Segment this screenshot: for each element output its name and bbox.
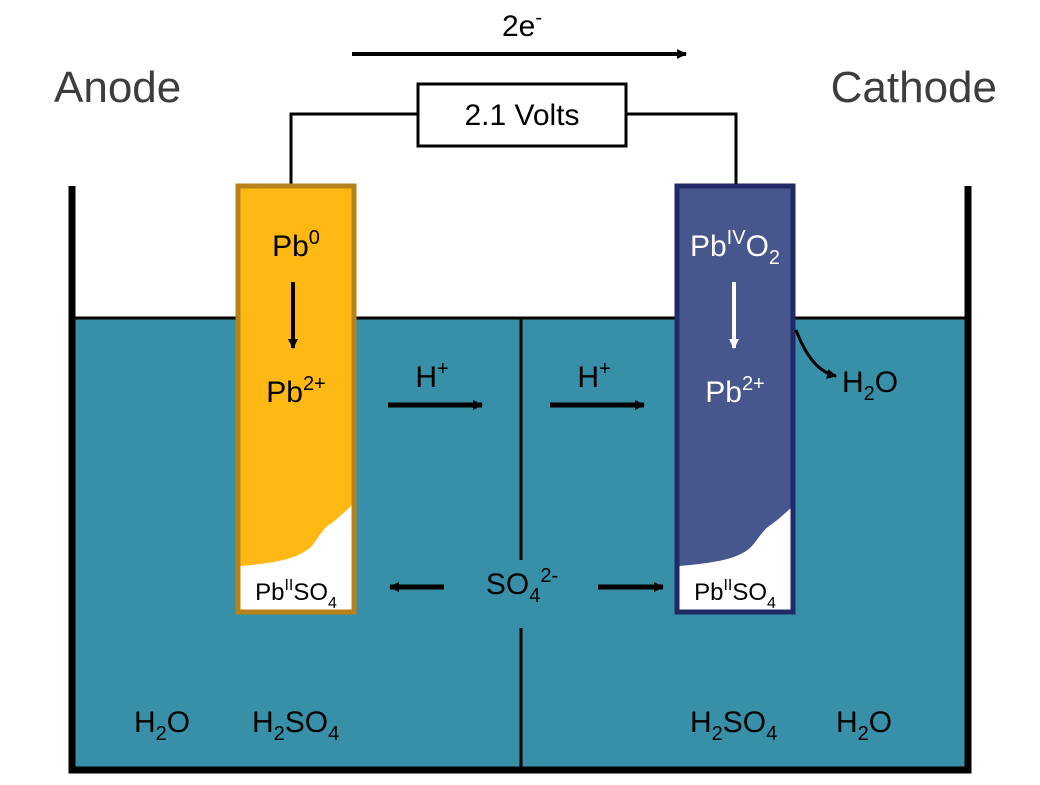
anode-pb0: Pb0	[272, 227, 320, 263]
voltmeter-box	[416, 82, 628, 148]
anode-pbso4: PbIISO4	[255, 577, 337, 612]
cathode-h2o: H2O	[842, 366, 898, 405]
wire-left	[289, 112, 418, 186]
anode-pb2plus: Pb2+	[266, 373, 326, 409]
anode-title: Anode	[54, 63, 181, 112]
wire-right	[626, 112, 738, 186]
cathode-pb2plus: Pb2+	[705, 373, 765, 409]
anode-lead-body	[240, 188, 352, 566]
water-release-arrow	[794, 329, 837, 379]
cathode-pbo2-body	[679, 188, 791, 566]
right-h2o: H2O	[836, 706, 892, 745]
proton-label-left: H+	[415, 358, 448, 394]
electron-label: 2e-	[502, 7, 542, 43]
proton-label-right: H+	[577, 358, 610, 394]
cathode-pbso4: PbIISO4	[694, 577, 776, 612]
sulfate-label: SO42-	[486, 565, 558, 607]
left-h2o: H2O	[134, 706, 190, 745]
cathode-pbo2: PbIVO2	[690, 227, 780, 269]
left-h2so4: H2SO4	[252, 706, 339, 745]
voltage-label: 2.1 Volts	[464, 99, 579, 132]
right-h2so4: H2SO4	[690, 706, 777, 745]
cathode-title: Cathode	[831, 63, 997, 112]
